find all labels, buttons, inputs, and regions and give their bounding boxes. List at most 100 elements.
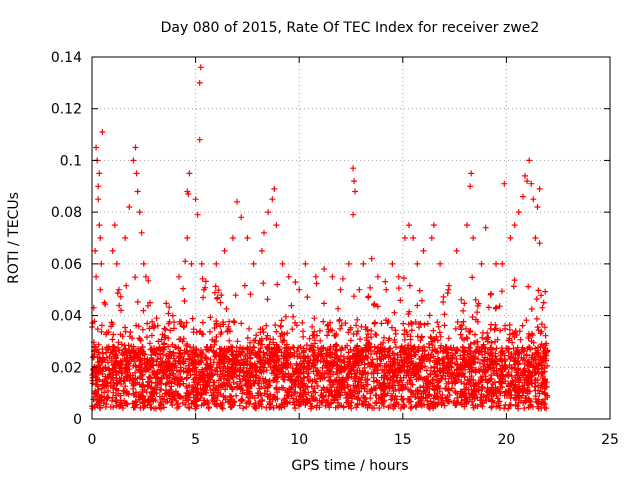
data-point xyxy=(198,260,205,267)
chart-title: Day 080 of 2015, Rate Of TEC Index for r… xyxy=(161,20,540,36)
data-point xyxy=(273,222,280,229)
data-point xyxy=(265,209,272,216)
data-point xyxy=(468,170,475,177)
data-point xyxy=(184,235,191,241)
x-tick-label: 20 xyxy=(497,432,515,448)
data-point xyxy=(169,312,176,319)
data-point xyxy=(401,235,408,241)
data-point xyxy=(136,209,143,216)
data-point xyxy=(532,235,539,241)
data-point xyxy=(130,157,137,164)
ticks-layer: 0 5 10 15 20 25 0 0.02 0.04 0.06 0.08 0.1 0.12 0.14 xyxy=(51,50,619,448)
data-point xyxy=(524,178,531,185)
y-tick-label: 0.04 xyxy=(51,309,82,325)
points-layer xyxy=(89,64,551,412)
data-point xyxy=(188,260,195,267)
data-point xyxy=(337,286,344,293)
data-point xyxy=(501,180,508,187)
data-point xyxy=(389,260,396,267)
dense-data-points xyxy=(89,274,551,412)
data-point xyxy=(453,247,460,254)
data-point xyxy=(350,211,357,218)
data-point xyxy=(302,260,309,267)
data-point xyxy=(482,224,489,231)
data-point xyxy=(140,260,147,267)
data-point xyxy=(122,235,129,241)
data-point xyxy=(511,222,518,229)
data-point xyxy=(258,247,265,254)
data-point xyxy=(312,273,319,280)
data-point xyxy=(196,79,203,86)
data-point xyxy=(238,214,245,221)
data-point xyxy=(395,273,402,280)
data-point xyxy=(97,235,104,241)
data-point xyxy=(530,196,537,203)
x-tick-label: 15 xyxy=(394,432,412,448)
data-point xyxy=(428,235,435,241)
data-point xyxy=(132,144,139,151)
data-point xyxy=(113,260,120,267)
data-point xyxy=(528,180,535,187)
data-point xyxy=(196,136,203,143)
data-point xyxy=(296,286,303,293)
data-point xyxy=(352,188,359,195)
data-point xyxy=(115,286,122,293)
data-point xyxy=(383,286,390,293)
data-point xyxy=(414,260,421,267)
data-point xyxy=(356,286,363,293)
data-point xyxy=(420,247,427,254)
data-point xyxy=(92,247,99,254)
data-point xyxy=(269,196,276,203)
data-point xyxy=(213,260,220,267)
data-point xyxy=(185,191,192,197)
y-tick-label: 0.14 xyxy=(51,50,82,66)
x-tick-label: 10 xyxy=(290,432,308,448)
data-point xyxy=(526,157,533,164)
data-point xyxy=(464,222,470,229)
x-tick-label: 25 xyxy=(601,432,619,448)
data-point xyxy=(360,260,367,267)
data-point xyxy=(244,235,251,241)
data-point xyxy=(493,260,499,267)
data-point xyxy=(161,325,168,332)
x-tick-label: 5 xyxy=(191,432,200,448)
data-point xyxy=(520,193,526,200)
y-tick-label: 0.06 xyxy=(51,257,82,273)
data-point xyxy=(109,247,116,254)
data-point xyxy=(345,260,352,267)
y-tick-label: 0.1 xyxy=(60,153,82,169)
data-point xyxy=(95,196,102,203)
data-point xyxy=(329,273,336,280)
y-tick-label: 0.12 xyxy=(51,102,82,118)
data-point xyxy=(234,198,240,205)
data-point xyxy=(351,178,358,185)
data-point xyxy=(350,165,357,172)
data-point xyxy=(134,188,141,195)
data-point xyxy=(197,64,204,71)
data-point xyxy=(467,183,474,190)
data-point xyxy=(98,260,105,267)
data-point xyxy=(470,235,477,241)
data-point xyxy=(96,222,103,229)
data-point xyxy=(536,240,543,247)
data-point xyxy=(176,273,182,280)
data-point xyxy=(111,222,118,229)
data-point xyxy=(99,129,106,135)
data-point xyxy=(126,204,133,210)
x-axis-label: GPS time / hours xyxy=(291,458,408,474)
data-point xyxy=(221,247,228,254)
data-point xyxy=(522,172,528,179)
data-point xyxy=(95,183,102,190)
data-point xyxy=(437,260,444,267)
data-point xyxy=(93,273,100,280)
data-point xyxy=(499,260,506,267)
data-point xyxy=(229,235,236,241)
data-point xyxy=(97,286,104,293)
data-point xyxy=(430,222,437,229)
data-point xyxy=(192,196,199,203)
data-point xyxy=(515,209,522,216)
data-point xyxy=(374,273,381,280)
data-point xyxy=(118,307,124,314)
data-point xyxy=(534,204,541,210)
